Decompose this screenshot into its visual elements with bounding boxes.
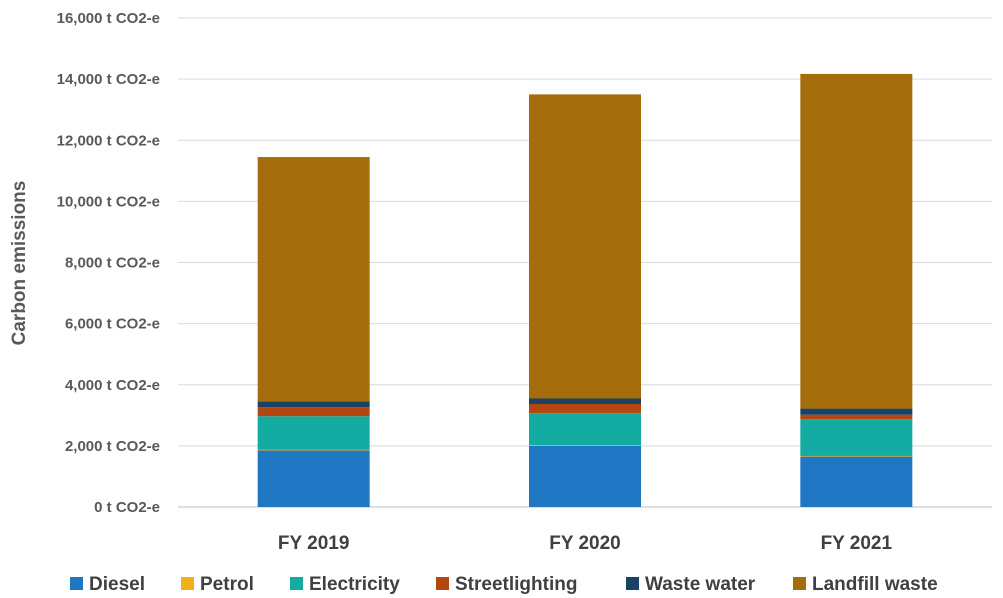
bar-segment-streetlighting: [257, 407, 370, 417]
bar-segment-landfill-waste: [257, 157, 370, 402]
bar-segment-waste-water: [257, 401, 370, 408]
x-axis-ticks: FY 2019 FY 2020 FY 2021: [278, 533, 893, 554]
x-tick-label: FY 2019: [278, 533, 349, 554]
bar-segment-petrol: [529, 445, 641, 446]
bars: [257, 73, 913, 507]
y-tick-label: 0 t CO2-e: [94, 499, 160, 516]
legend: Diesel Petrol Electricity Streetlighting Was…: [70, 574, 938, 595]
y-tick-label: 12,000 t CO2-e: [57, 132, 160, 149]
bar-segment-streetlighting: [800, 414, 913, 420]
bar-segment-diesel: [257, 450, 370, 507]
y-axis-ticks: 0 t CO2-e 2,000 t CO2-e 4,000 t CO2-e 6,000…: [57, 10, 160, 516]
y-tick-label: 16,000 t CO2-e: [57, 10, 160, 27]
legend-swatch: [626, 577, 639, 590]
x-tick-label: FY 2021: [821, 533, 893, 554]
legend-swatch: [181, 577, 194, 590]
bar-segment-landfill-waste: [800, 73, 913, 409]
legend-label: Electricity: [309, 574, 400, 595]
legend-swatch: [436, 577, 449, 590]
bar-segment-diesel: [800, 456, 913, 507]
bar-segment-diesel: [529, 445, 641, 507]
y-tick-label: 14,000 t CO2-e: [57, 71, 160, 88]
y-axis-label: Carbon emissions: [9, 181, 30, 346]
y-tick-label: 10,000 t CO2-e: [57, 193, 160, 210]
bar-segment-landfill-waste: [529, 94, 641, 399]
bar-segment-waste-water: [800, 408, 913, 415]
legend-swatch: [70, 577, 83, 590]
bar-segment-waste-water: [529, 398, 641, 405]
bar-segment-electricity: [800, 419, 913, 456]
y-tick-label: 4,000 t CO2-e: [65, 377, 160, 394]
y-tick-label: 2,000 t CO2-e: [65, 438, 160, 455]
legend-swatch: [793, 577, 806, 590]
y-tick-label: 6,000 t CO2-e: [65, 316, 160, 333]
bar-segment-electricity: [529, 413, 641, 446]
bar-segment-electricity: [257, 416, 370, 450]
legend-label: Diesel: [89, 574, 145, 595]
y-tick-label: 8,000 t CO2-e: [65, 255, 160, 272]
legend-label: Landfill waste: [812, 574, 938, 595]
legend-label: Petrol: [200, 574, 254, 595]
bar-segment-petrol: [257, 449, 370, 451]
x-tick-label: FY 2020: [549, 533, 620, 554]
legend-label: Streetlighting: [455, 574, 577, 595]
bar-segment-petrol: [800, 455, 913, 457]
legend-label: Waste water: [645, 574, 756, 595]
legend-swatch: [290, 577, 303, 590]
bar-segment-streetlighting: [529, 404, 641, 414]
